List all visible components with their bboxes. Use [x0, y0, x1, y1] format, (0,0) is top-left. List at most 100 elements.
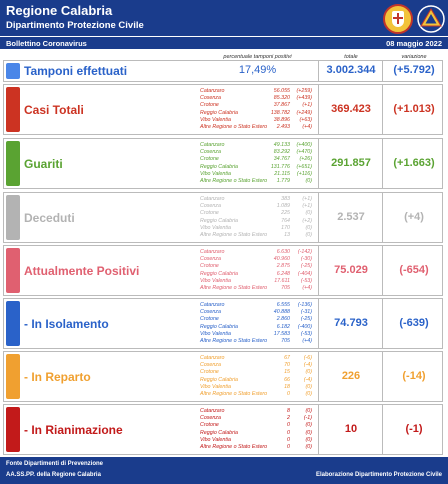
province-name: Cosenza: [200, 203, 221, 210]
department-subtitle: Dipartimento Protezione Civile: [6, 20, 144, 31]
province-value: 2.875: [276, 263, 290, 270]
province-row: Catanzaro 6.555 (-136): [200, 302, 315, 309]
province-name: Reggio Calabria: [200, 376, 238, 383]
province-variation: (-25): [300, 263, 312, 270]
province-list: Catanzaro 383 (+1) Cosenza 1.089 (+1) Crotone 2…: [200, 196, 315, 239]
province-value: 138.782: [270, 109, 290, 116]
section-variation: (+1.013): [393, 102, 435, 115]
province-variation: (0): [305, 369, 312, 376]
section-in-isolamento: - In Isolamento Catanzaro 6.555 (-136) Cosen…: [0, 298, 448, 349]
province-name: Reggio Calabria: [200, 270, 238, 277]
province-name: Catanzaro: [200, 302, 225, 308]
province-value: 18: [284, 383, 290, 390]
section-in-reparto: - In Reparto Catanzaro 67 (-6) Cosenza 70 (-4)…: [0, 351, 448, 402]
province-row: Crotone 0 (0): [200, 422, 315, 429]
province-variation: (+116): [296, 170, 312, 177]
section-title: Deceduti: [24, 210, 75, 225]
province-row: Catanzaro 49.133 (+400): [200, 142, 315, 149]
province-variation: (+1): [302, 203, 312, 210]
province-row: Cosenza 40.960 (-30): [200, 256, 315, 263]
province-value: 1.779: [276, 178, 290, 185]
divider: [318, 404, 319, 455]
province-variation: (+4): [302, 338, 312, 345]
province-variation: (0): [305, 436, 312, 443]
province-value: 0: [287, 391, 290, 398]
province-value: 37.867: [273, 102, 290, 109]
province-row: Cosenza 40.888 (-31): [200, 309, 315, 316]
province-row: Crotone 2.860 (-25): [200, 316, 315, 323]
province-row: Altre Regione o Stato Estero 1.779 (0): [200, 178, 315, 185]
province-value: 6.555: [276, 302, 290, 308]
province-variation: (+400): [296, 142, 312, 148]
province-value: 170: [281, 224, 290, 231]
province-row: Reggio Calabria 6.182 (-400): [200, 324, 315, 331]
civil-protection-logo-icon: [417, 5, 445, 33]
province-name: Cosenza: [200, 149, 221, 156]
province-value: 0: [287, 444, 290, 451]
province-value: 2.493: [276, 124, 290, 131]
section-variation: (-639): [399, 316, 429, 329]
province-row: Vibo Valentia 17.611 (-53): [200, 278, 315, 285]
province-variation: (+470): [296, 149, 312, 156]
section-variation: (-654): [399, 263, 429, 276]
province-row: Crotone 225 (0): [200, 210, 315, 217]
tamponi-total: 3.002.344: [326, 64, 376, 76]
province-row: Cosenza 2 (-1): [200, 415, 315, 422]
province-row: Vibo Valentia 0 (0): [200, 437, 315, 444]
province-variation: (+4): [302, 285, 312, 292]
province-row: Altre Regione o Stato Estero 705 (+4): [200, 338, 315, 345]
province-value: 131.776: [270, 163, 290, 170]
province-row: Altre Regione o Stato Estero 705 (+4): [200, 285, 315, 292]
section-total: 10: [344, 422, 358, 435]
divider: [382, 245, 383, 296]
footer-asp: AA.SS.PP. della Regione Calabria: [6, 472, 101, 478]
province-name: Catanzaro: [200, 355, 225, 361]
province-value: 70: [284, 362, 290, 369]
province-name: Crotone: [200, 263, 219, 270]
section-deceduti: Deceduti Catanzaro 383 (+1) Cosenza 1.089 (+1)…: [0, 192, 448, 243]
province-variation: (-404): [297, 270, 312, 277]
province-value: 83.292: [273, 149, 290, 156]
province-row: Reggio Calabria 0 (0): [200, 430, 315, 437]
province-variation: (-4): [303, 376, 312, 383]
province-value: 67: [284, 355, 290, 361]
divider: [382, 404, 383, 455]
province-variation: (+1): [302, 102, 312, 109]
province-name: Reggio Calabria: [200, 163, 238, 170]
province-variation: (-6): [303, 355, 312, 361]
province-value: 0: [287, 436, 290, 443]
section-box: [3, 138, 443, 189]
province-row: Altre Regione o Stato Estero 2.493 (+4): [200, 124, 315, 131]
subheader-bar: Bollettino Coronavirus 08 maggio 2022: [0, 36, 448, 49]
section-box: [3, 192, 443, 243]
tamponi-percent: 17,49%: [238, 64, 277, 76]
section-title: - In Isolamento: [24, 316, 109, 331]
province-list: Catanzaro 8 (0) Cosenza 2 (-1) Crotone 0 (0) Regg…: [200, 408, 315, 451]
province-variation: (+2): [302, 217, 312, 224]
footer-source: Fonte Dipartimenti di Prevenzione: [6, 461, 104, 467]
province-row: Altre Regione o Stato Estero 13 (0): [200, 232, 315, 239]
divider: [382, 351, 383, 402]
province-variation: (-1): [303, 415, 312, 422]
section-attualmente-positivi: Attualmente Positivi Catanzaro 6.630 (-142)…: [0, 245, 448, 296]
province-variation: (-400): [297, 323, 312, 330]
province-variation: (+249): [296, 109, 312, 116]
section-total: 74.793: [334, 316, 368, 329]
province-name: Cosenza: [200, 256, 221, 263]
province-name: Vibo Valentia: [200, 277, 231, 284]
divider: [318, 60, 319, 82]
footer-credit: Elaborazione Dipartimento Protezione Civ…: [315, 472, 442, 478]
province-value: 38.896: [273, 116, 290, 123]
divider: [382, 60, 383, 82]
province-value: 6.630: [276, 249, 290, 255]
province-row: Vibo Valentia 18 (0): [200, 384, 315, 391]
province-variation: (0): [305, 391, 312, 398]
province-row: Vibo Valentia 38.896 (+63): [200, 117, 315, 124]
province-list: Catanzaro 49.133 (+400) Cosenza 83.292 (+470)…: [200, 142, 315, 185]
province-variation: (+259): [296, 88, 312, 94]
province-row: Crotone 2.875 (-25): [200, 263, 315, 270]
divider: [318, 84, 319, 135]
province-name: Altre Regione o Stato Estero: [200, 391, 268, 398]
section-total: 75.029: [334, 263, 368, 276]
province-value: 34.767: [273, 156, 290, 163]
